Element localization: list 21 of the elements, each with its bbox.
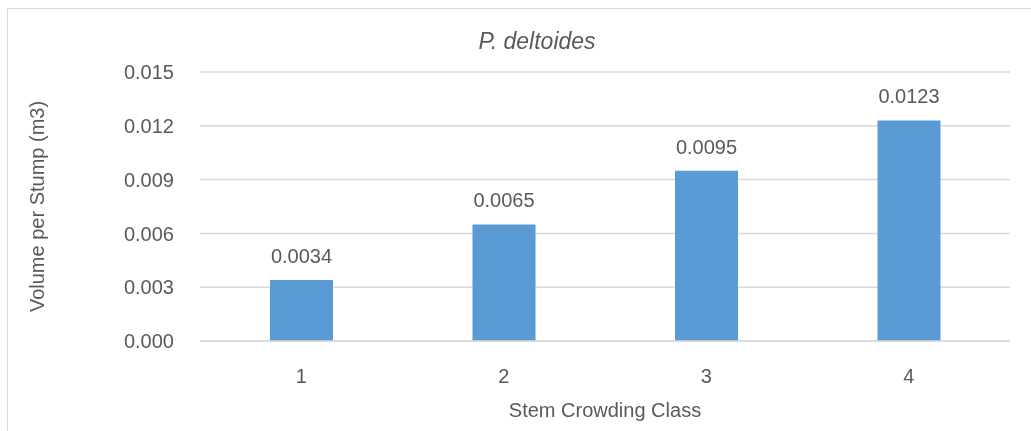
data-label: 0.0095 — [675, 135, 738, 158]
chart-title: P. deltoides — [477, 27, 597, 55]
y-tick-label: 0.003 — [123, 276, 174, 299]
y-tick-label: 0.009 — [123, 168, 174, 191]
y-tick-label: 0.012 — [123, 114, 174, 137]
y-tick-label: 0.006 — [123, 222, 174, 245]
x-tick-label: 2 — [498, 365, 510, 388]
data-label: 0.0065 — [473, 189, 535, 212]
y-axis-title: Volume per Stump (m3) — [26, 100, 48, 313]
bar — [472, 224, 536, 341]
x-tick-label: 1 — [295, 365, 307, 388]
x-axis-title: Stem Crowding Class — [508, 399, 702, 421]
y-tick-label: 0.015 — [123, 61, 174, 84]
x-tick-label: 3 — [700, 365, 712, 388]
data-label: 0.0034 — [270, 245, 333, 268]
bar — [675, 170, 738, 341]
x-tick-label: 4 — [903, 365, 915, 388]
data-label: 0.0123 — [878, 85, 940, 108]
y-tick-label: 0.000 — [123, 330, 174, 353]
bar — [270, 280, 333, 341]
bar — [877, 120, 941, 341]
